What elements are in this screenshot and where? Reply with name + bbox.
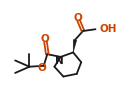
Text: N: N <box>55 56 64 66</box>
Text: O: O <box>38 64 46 73</box>
Text: O: O <box>73 13 82 23</box>
Polygon shape <box>73 40 77 52</box>
Text: OH: OH <box>99 24 117 34</box>
Text: O: O <box>40 34 49 44</box>
